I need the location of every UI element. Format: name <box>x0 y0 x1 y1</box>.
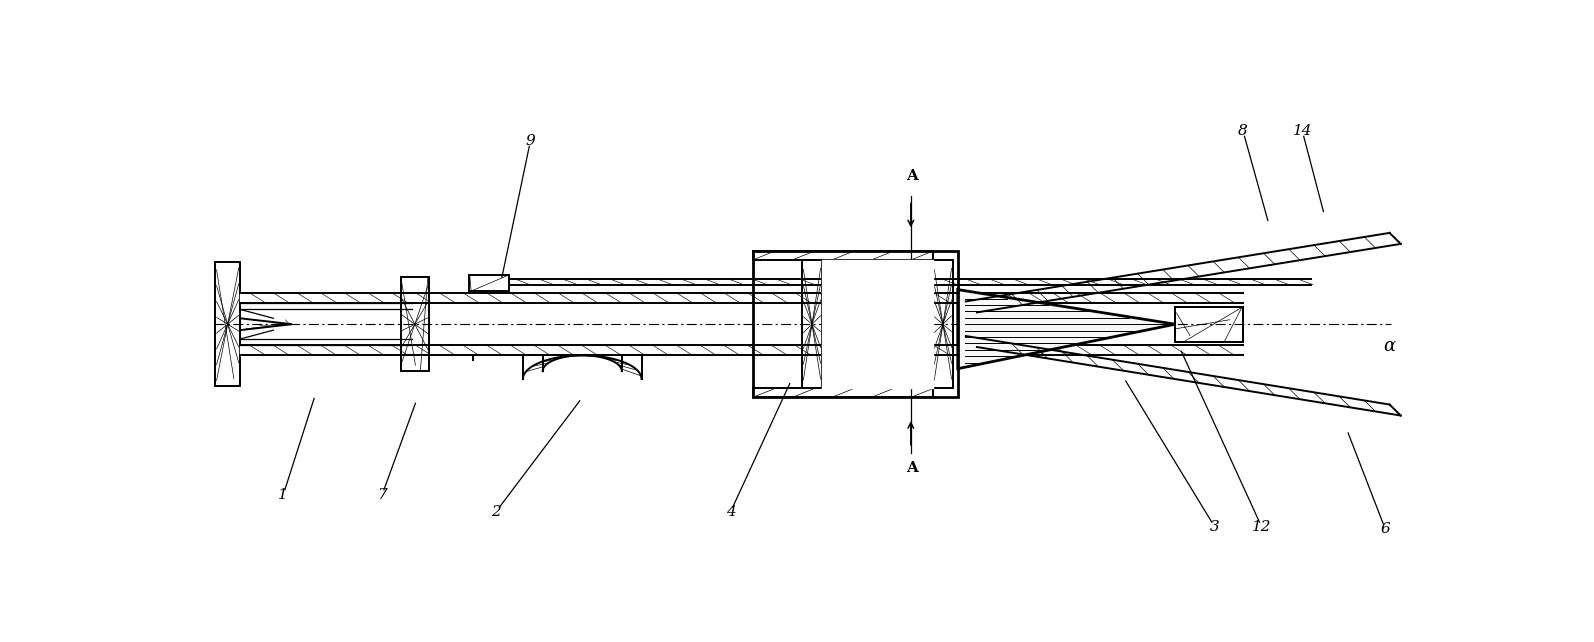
Text: 9: 9 <box>526 134 536 148</box>
Bar <box>752 251 932 260</box>
Text: 14: 14 <box>1293 125 1312 139</box>
Bar <box>838 280 869 292</box>
Text: 12: 12 <box>1251 520 1272 534</box>
Text: 2: 2 <box>491 505 501 519</box>
Bar <box>752 388 932 397</box>
Text: A: A <box>905 460 918 474</box>
Text: 8: 8 <box>1239 125 1248 139</box>
Text: A: A <box>905 169 918 183</box>
Text: 3: 3 <box>1210 520 1219 534</box>
Text: 6: 6 <box>1380 522 1390 536</box>
Text: 4: 4 <box>725 505 735 519</box>
Bar <box>802 260 823 388</box>
Text: α: α <box>1384 338 1395 356</box>
Bar <box>400 277 429 371</box>
Bar <box>752 251 958 397</box>
Bar <box>469 275 510 291</box>
Text: 1: 1 <box>279 488 289 502</box>
Polygon shape <box>241 318 292 330</box>
Bar <box>1175 307 1243 342</box>
Text: 7: 7 <box>378 488 387 502</box>
Polygon shape <box>958 290 1175 369</box>
Bar <box>1175 307 1243 342</box>
Bar <box>215 263 241 386</box>
Bar <box>932 260 953 388</box>
